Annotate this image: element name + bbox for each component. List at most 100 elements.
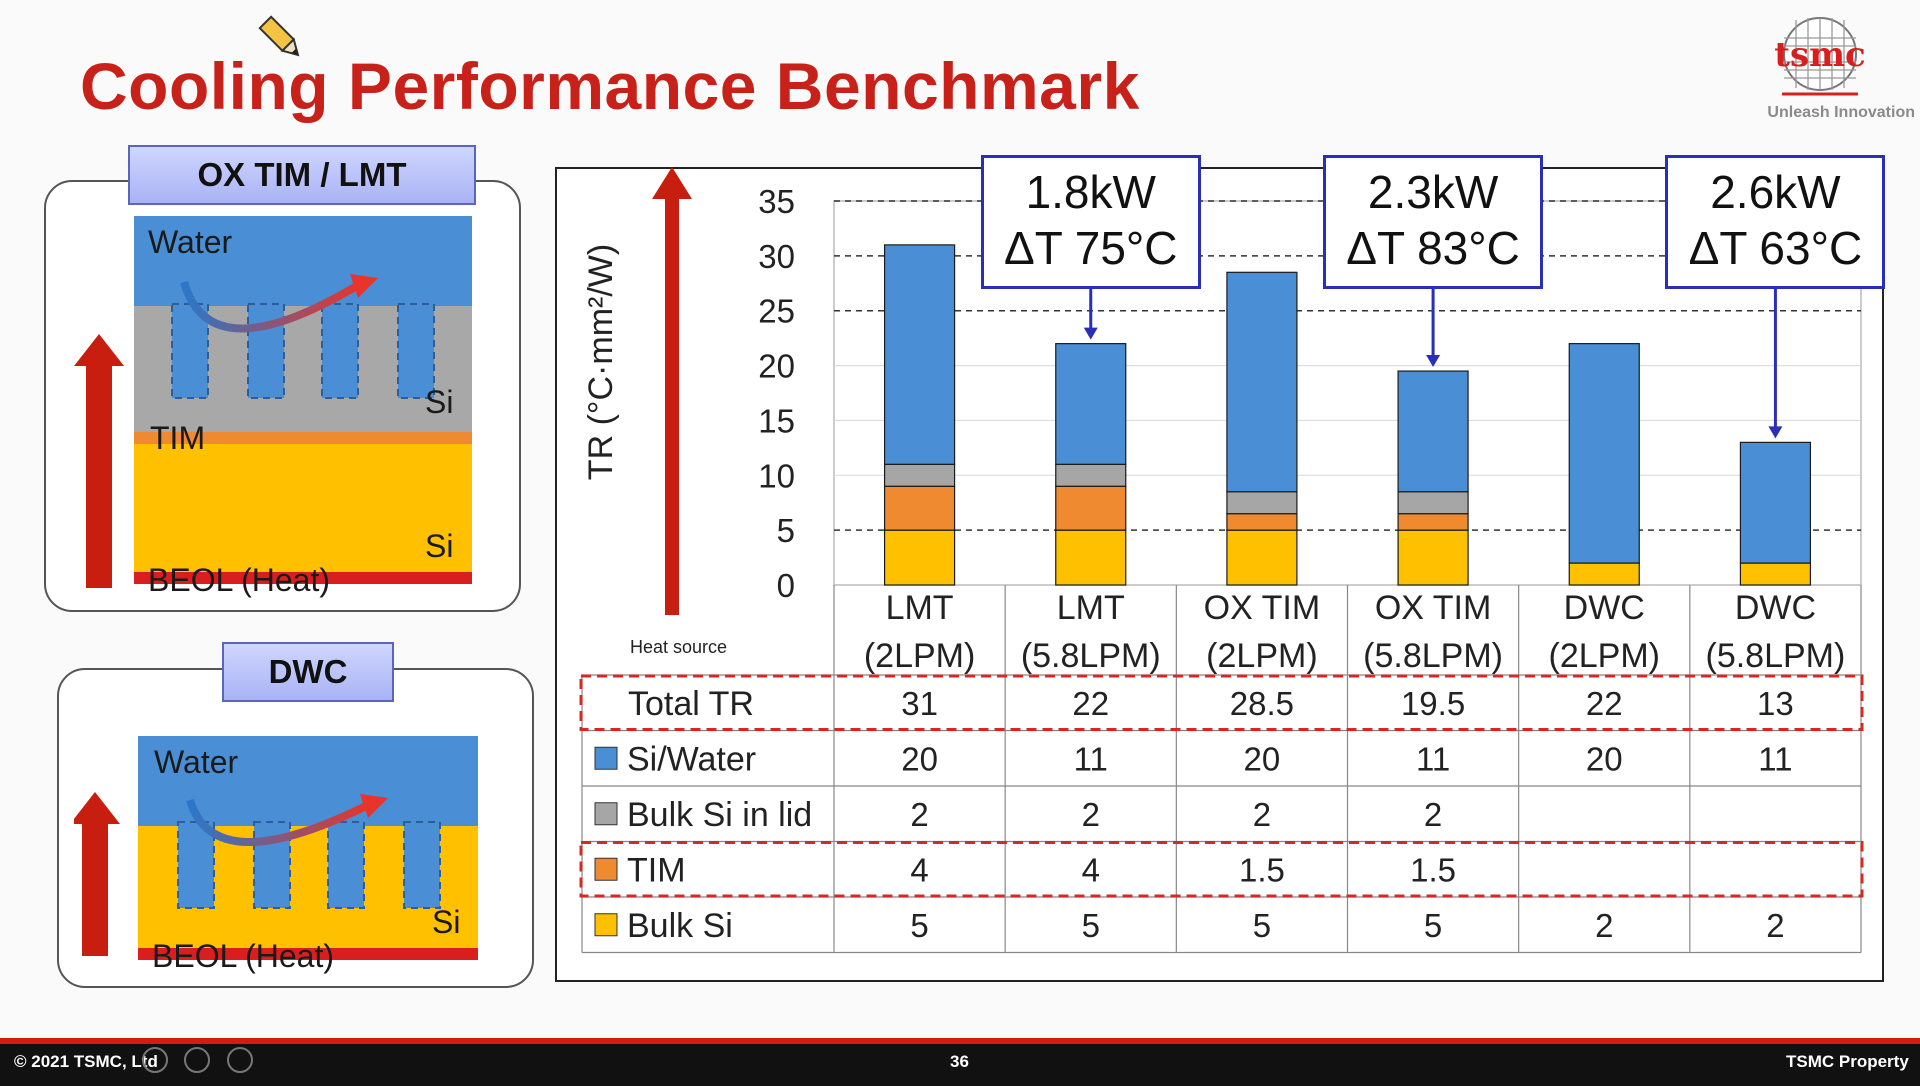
tagline: Unleash Innovation [1767, 104, 1915, 121]
table-cell: 4 [910, 851, 928, 888]
table-row-label: Bulk Si in lid [627, 796, 812, 834]
highlight-box [579, 674, 1864, 731]
bar-segment-si-water [1397, 370, 1469, 493]
y-tick-label: 0 [777, 567, 795, 604]
bar-segment-si-water [1055, 343, 1127, 465]
label-si-dwc: Si [432, 904, 461, 940]
x-category-label: (2LPM) [1549, 637, 1660, 675]
bar-segment-tim [1226, 513, 1298, 531]
label-beol-dwc: BEOL (Heat) [152, 938, 334, 974]
layer-stack-dwc [74, 736, 478, 960]
callout-delta-t: ΔT 83°C [1346, 222, 1520, 274]
legend-swatch [594, 857, 618, 881]
callout-delta-t: ΔT 63°C [1688, 222, 1863, 274]
table-cell: 22 [1586, 685, 1623, 722]
axis-layer: 0 5 10 15 20 25 30 35 TR (°C·mm²/W) Heat source [582, 167, 795, 657]
table-cell: 31 [901, 685, 938, 722]
page-title: Cooling Performance Benchmark [80, 49, 1140, 123]
heat-source-arrow [665, 197, 679, 615]
table-cell: 19.5 [1401, 685, 1465, 722]
y-tick-label: 30 [758, 238, 795, 275]
table-cell: 2 [910, 796, 928, 833]
x-category-label: (2LPM) [864, 637, 975, 675]
footer-property: TSMC Property [1786, 1052, 1909, 1071]
footer-copyright: © 2021 TSMC, Ltd [14, 1052, 158, 1071]
table-cell: 2 [1082, 796, 1100, 833]
x-category-label: (5.8LPM) [1021, 637, 1161, 675]
callout-box: 2.6kW ΔT 63°C [1665, 155, 1886, 289]
x-category-label: DWC [1735, 589, 1816, 627]
y-tick-label: 25 [758, 293, 795, 330]
table-cell: 20 [901, 740, 938, 777]
logo-text: tsmc [1774, 35, 1866, 75]
bar-segment-bulk-si-in-lid [1055, 463, 1127, 487]
diagram-label-ox-tim-lmt: OX TIM / LMT [128, 145, 476, 205]
bar-segment-si-water [1226, 271, 1298, 493]
table-cell: 4 [1082, 851, 1100, 888]
heat-source-label: Heat source [630, 637, 727, 657]
callout-power: 2.6kW [1710, 166, 1841, 218]
label-tim: TIM [150, 420, 206, 456]
y-axis-label: TR (°C·mm²/W) [582, 244, 620, 480]
table-cell: 11 [1074, 740, 1108, 777]
y-tick-label: 35 [758, 183, 795, 220]
y-tick-label: 5 [777, 512, 795, 549]
footer-toolbar-icons [142, 1047, 253, 1078]
x-category-label: LMT [886, 589, 954, 627]
table-cell: 5 [1424, 907, 1442, 944]
table-cell: 5 [1253, 907, 1271, 944]
tsmc-logo: tsmc [1774, 17, 1866, 96]
label-water-top: Water [148, 224, 233, 260]
bar-segment-tim [883, 485, 956, 531]
legend-swatch [594, 746, 618, 770]
bar-segment-bulk-si-in-lid [883, 463, 956, 487]
callout-box: 2.3kW ΔT 83°C [1323, 155, 1544, 289]
table-layer: LMT (2LPM) LMT (5.8LPM) OX TIM (2LPM) OX TIM (5… [579, 585, 1864, 954]
label-si-upper: Si [425, 384, 454, 420]
heat-source-arrowhead [652, 167, 692, 199]
x-category-label: (2LPM) [1206, 637, 1317, 675]
bar-segment-tim [1397, 513, 1469, 531]
legend-swatch [594, 913, 618, 937]
highlight-box [579, 841, 1864, 898]
callout-arrowhead [1426, 355, 1441, 368]
table-cell: 11 [1416, 740, 1450, 777]
bar-segment-si-water [883, 244, 956, 465]
table-cell: 11 [1758, 740, 1792, 777]
table-cell: 22 [1072, 685, 1109, 722]
slides-icon[interactable] [184, 1047, 211, 1073]
x-category-label: (5.8LPM) [1706, 637, 1846, 675]
x-category-label: LMT [1057, 589, 1125, 627]
bar-segment-bulk-si [883, 529, 956, 586]
page-number: 36 [950, 1052, 969, 1071]
y-tick-label: 10 [758, 457, 795, 494]
table-cell: 1.5 [1410, 851, 1456, 888]
x-category-label: (5.8LPM) [1363, 637, 1503, 675]
x-category-label: OX TIM [1204, 589, 1321, 627]
table-cell: 1.5 [1239, 851, 1285, 888]
callout-power: 1.8kW [1025, 166, 1156, 218]
pencil-cursor-icon [258, 15, 300, 57]
label-si-lower: Si [425, 528, 454, 564]
footer-bar [0, 1038, 1920, 1086]
table-cell: 2 [1253, 796, 1271, 833]
layer-stack-ox-tim [74, 216, 472, 588]
chart-frame [555, 167, 1884, 982]
y-tick-label: 15 [758, 402, 795, 439]
callout-arrows-layer [1083, 289, 1783, 439]
legend-swatch [594, 802, 618, 826]
table-cell: 28.5 [1230, 685, 1294, 722]
callout-delta-t: ΔT 75°C [1003, 222, 1178, 274]
table-row-label: Bulk Si [627, 907, 733, 945]
bar-segment-bulk-si [1226, 529, 1298, 586]
callout-box: 1.8kW ΔT 75°C [980, 155, 1201, 289]
table-row-label: Si/Water [627, 740, 756, 778]
y-tick-label: 20 [758, 348, 795, 385]
x-category-label: OX TIM [1375, 589, 1492, 627]
table-cell: 5 [910, 907, 928, 944]
bar-segment-bulk-si-in-lid [1397, 491, 1469, 515]
bar-segment-bulk-si [1055, 529, 1127, 586]
more-icon[interactable] [226, 1047, 253, 1073]
zoom-icon[interactable] [142, 1047, 168, 1073]
